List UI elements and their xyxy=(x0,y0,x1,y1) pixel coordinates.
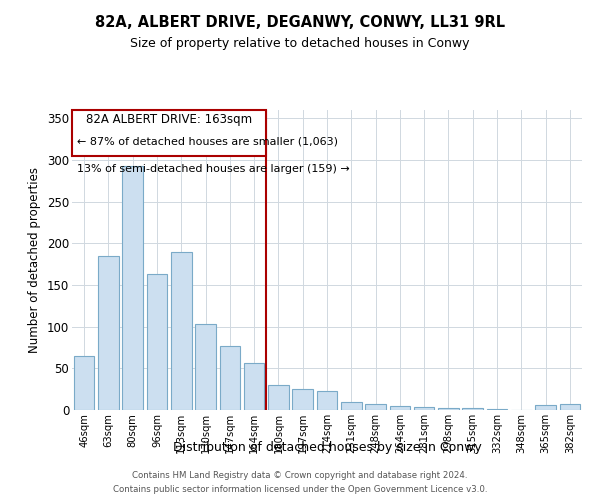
Y-axis label: Number of detached properties: Number of detached properties xyxy=(28,167,41,353)
Text: Contains public sector information licensed under the Open Government Licence v3: Contains public sector information licen… xyxy=(113,484,487,494)
Bar xyxy=(389,406,410,410)
Bar xyxy=(292,389,313,410)
Bar xyxy=(535,405,556,410)
Text: 82A ALBERT DRIVE: 163sqm: 82A ALBERT DRIVE: 163sqm xyxy=(86,113,252,126)
Bar xyxy=(171,252,191,410)
Text: Distribution of detached houses by size in Conwy: Distribution of detached houses by size … xyxy=(173,441,481,454)
Bar xyxy=(341,402,362,410)
Bar xyxy=(268,385,289,410)
Bar xyxy=(74,356,94,410)
Bar xyxy=(487,409,508,410)
Bar xyxy=(122,166,143,410)
Bar xyxy=(146,274,167,410)
Bar xyxy=(365,404,386,410)
Bar xyxy=(463,408,483,410)
Bar xyxy=(195,324,216,410)
Bar xyxy=(438,408,459,410)
FancyBboxPatch shape xyxy=(72,110,266,156)
Text: 82A, ALBERT DRIVE, DEGANWY, CONWY, LL31 9RL: 82A, ALBERT DRIVE, DEGANWY, CONWY, LL31 … xyxy=(95,15,505,30)
Bar xyxy=(414,406,434,410)
Bar xyxy=(98,256,119,410)
Text: Contains HM Land Registry data © Crown copyright and database right 2024.: Contains HM Land Registry data © Crown c… xyxy=(132,472,468,480)
Bar xyxy=(560,404,580,410)
Bar xyxy=(244,364,265,410)
Bar xyxy=(317,391,337,410)
Text: 13% of semi-detached houses are larger (159) →: 13% of semi-detached houses are larger (… xyxy=(77,164,350,174)
Text: Size of property relative to detached houses in Conwy: Size of property relative to detached ho… xyxy=(130,38,470,51)
Text: ← 87% of detached houses are smaller (1,063): ← 87% of detached houses are smaller (1,… xyxy=(77,137,338,147)
Bar xyxy=(220,346,240,410)
